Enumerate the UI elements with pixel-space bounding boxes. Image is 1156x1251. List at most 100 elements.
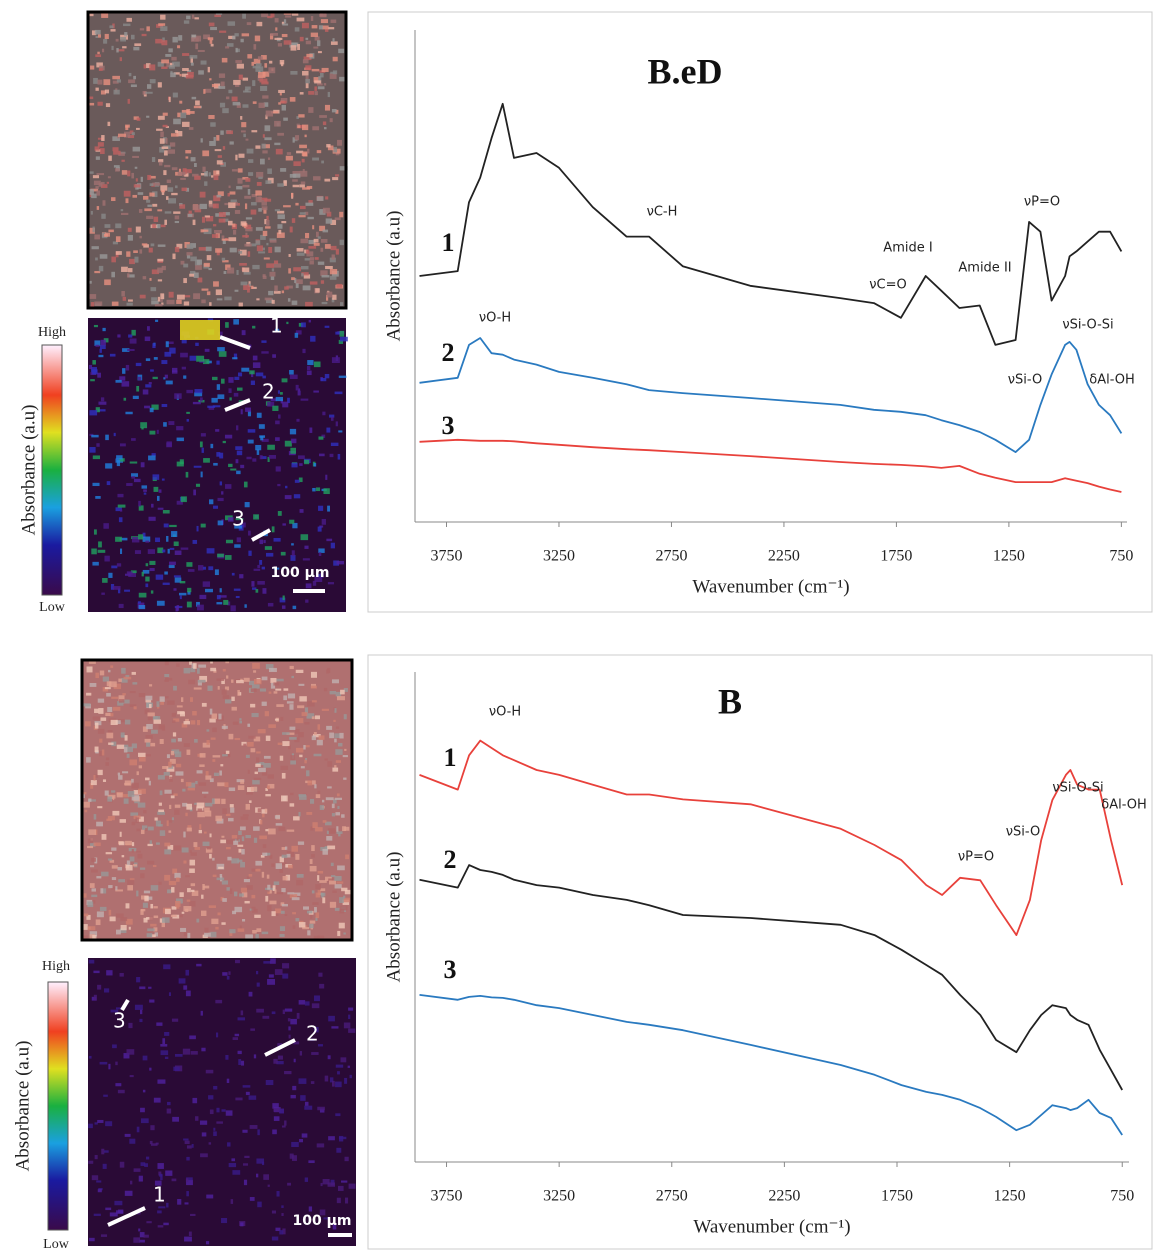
texture [131,821,136,826]
texture [112,241,118,245]
texture [221,1109,226,1112]
texture [252,908,258,913]
texture [95,156,100,160]
texture [235,459,239,464]
texture [253,568,261,571]
texture [264,198,272,202]
texture [292,522,298,529]
texture [272,1129,277,1135]
texture [208,172,211,177]
texture [239,263,247,266]
texture [148,780,151,786]
texture [234,525,242,529]
texture [185,782,192,787]
texture [123,23,131,27]
texture [99,751,104,757]
texture [299,463,303,466]
texture [189,355,197,361]
texture [320,270,328,276]
texture [255,868,261,872]
texture [157,507,164,510]
texture [311,1003,320,1009]
texture [157,1163,164,1169]
texture [149,999,155,1003]
texture [88,102,95,106]
texture [304,759,307,764]
texture [307,701,315,707]
texture [99,906,107,912]
texture [145,576,150,582]
arrow [219,335,251,350]
texture [209,499,214,505]
texture [294,332,299,338]
texture [196,963,202,967]
texture [95,257,98,261]
texture [275,863,283,869]
texture [289,97,296,102]
texture [181,723,188,728]
texture [138,592,147,598]
texture [281,33,288,38]
texture [247,429,256,433]
texture [239,826,246,831]
texture [302,927,310,930]
texture [95,919,101,926]
texture [163,771,170,776]
texture [172,720,176,723]
texture [218,331,223,336]
texture [310,914,313,919]
texture [123,1053,130,1059]
texture [265,895,269,902]
texture [279,1108,284,1114]
texture [228,1163,237,1168]
texture [180,547,189,550]
texture [335,109,339,114]
texture [145,777,150,781]
texture [319,1209,326,1216]
series-label: 3 [442,411,455,440]
texture [284,495,292,500]
texture [112,1044,117,1049]
texture [222,754,228,757]
texture [258,70,261,73]
texture [213,462,218,466]
texture [304,707,309,714]
texture [209,708,213,715]
texture [268,691,272,694]
texture [162,112,168,116]
texture [247,410,252,417]
texture [262,230,268,237]
texture [173,211,181,214]
texture [144,208,152,212]
texture [158,489,162,493]
texture [240,816,249,820]
texture [320,892,326,897]
texture [228,377,234,383]
texture [321,275,330,278]
texture [116,460,121,467]
texture [116,48,119,53]
texture [245,138,249,141]
texture [167,889,172,894]
texture [176,500,183,505]
texture [277,214,285,220]
texture [195,43,199,50]
texture [169,63,174,67]
texture [180,112,187,119]
texture [122,46,127,49]
texture [287,1018,291,1022]
texture [137,192,144,195]
texture [96,62,103,68]
texture [133,1237,141,1243]
texture [282,595,285,601]
texture [298,1078,307,1084]
texture [159,830,166,836]
texture [111,790,116,793]
texture [88,1055,92,1059]
texture [153,906,158,909]
texture [214,229,222,234]
texture [331,108,337,113]
texture [126,483,133,486]
texture [219,770,222,776]
texture [325,797,334,801]
